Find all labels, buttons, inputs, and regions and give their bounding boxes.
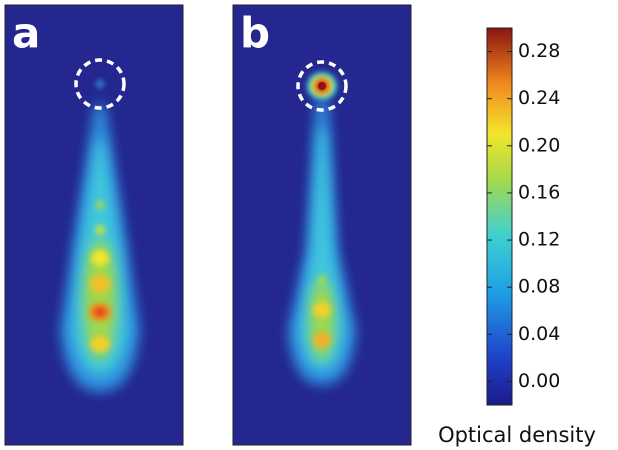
- panel-letter: b: [240, 9, 270, 58]
- colorbar-tick-label: 0.16: [518, 181, 560, 203]
- colorbar-label: Optical density: [438, 423, 596, 447]
- colorbar-tick-label: 0.12: [518, 229, 560, 251]
- colorbar-tick-label: 0.20: [518, 134, 560, 156]
- colorbar-tick-label: 0.04: [518, 323, 560, 345]
- panel-a-image: [5, 5, 183, 445]
- colorbar-tick-label: 0.00: [518, 370, 560, 392]
- colorbar: [487, 28, 512, 405]
- colorbar-tick-label: 0.08: [518, 276, 560, 298]
- panel-letter: a: [12, 9, 40, 58]
- colorbar-tick-label: 0.28: [518, 40, 560, 62]
- figure: a b Optical density 0.00 0.04 0.08 0.12 0.16…: [0, 0, 618, 450]
- panel-b-image: [233, 5, 411, 445]
- colorbar-tick-label: 0.24: [518, 87, 560, 109]
